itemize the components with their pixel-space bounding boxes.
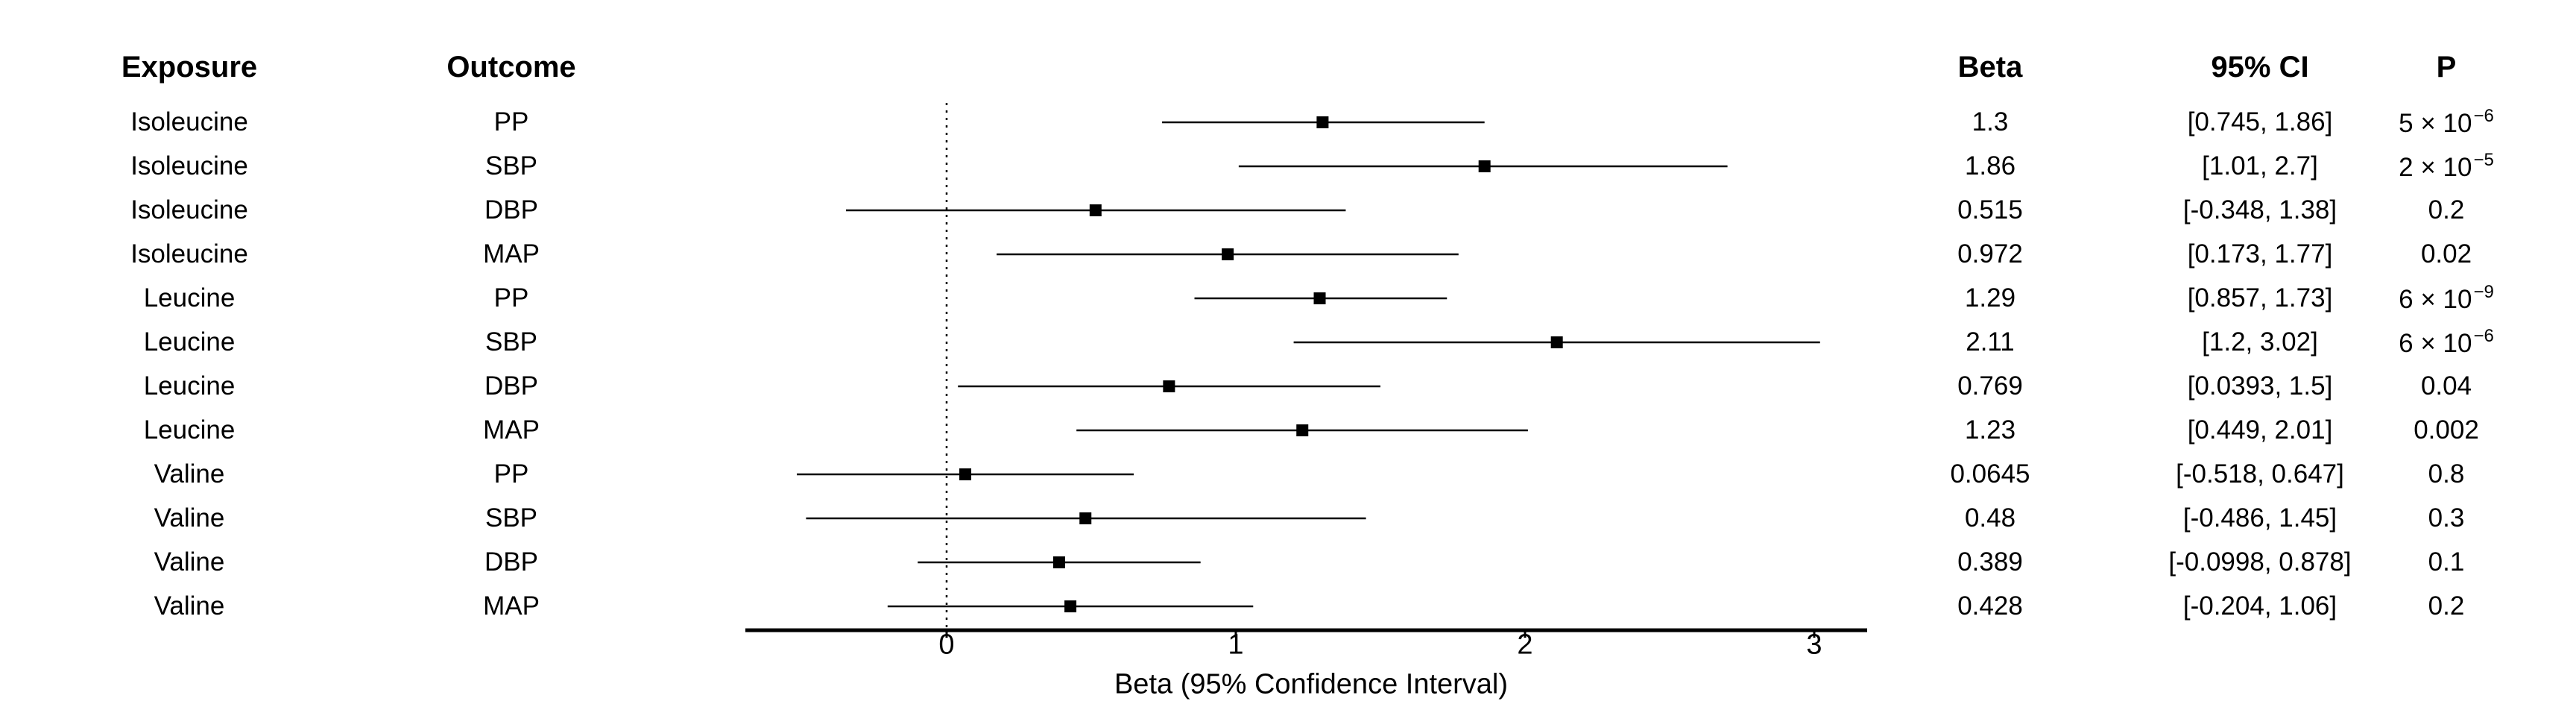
row-p-value: 0.02 — [2421, 239, 2472, 269]
row-outcome: MAP — [483, 239, 540, 268]
row-p-value: 0.04 — [2421, 371, 2472, 401]
row-outcome: MAP — [483, 415, 540, 445]
beta-point — [1052, 556, 1065, 568]
row-exposure: Valine — [154, 591, 225, 621]
row-p-value: 0.8 — [2428, 459, 2465, 489]
row-beta: 1.29 — [1964, 283, 2016, 313]
row-p-value: 6 × 10−6 — [2399, 326, 2494, 359]
row-exposure: Valine — [154, 503, 225, 533]
row-ci: [0.857, 1.73] — [2187, 283, 2333, 313]
beta-point — [1222, 248, 1234, 260]
header-p: P — [2436, 51, 2457, 84]
row-exposure: Leucine — [143, 415, 236, 445]
beta-point — [1296, 424, 1309, 436]
p-value-base: 0.04 — [2420, 371, 2472, 401]
row-p-value: 6 × 10−9 — [2399, 282, 2494, 315]
row-outcome: SBP — [484, 327, 538, 357]
row-exposure: Isoleucine — [130, 239, 248, 268]
beta-point — [1163, 380, 1175, 392]
row-ci: [1.01, 2.7] — [2202, 151, 2318, 180]
row-p-value: 2 × 10−5 — [2399, 150, 2494, 183]
p-value-base: 0.2 — [2428, 195, 2465, 224]
row-outcome: PP — [493, 107, 529, 136]
row-ci: [-0.486, 1.45] — [2182, 503, 2337, 533]
row-outcome: DBP — [484, 195, 538, 224]
p-value-base: 0.3 — [2428, 503, 2465, 533]
row-beta: 1.86 — [1964, 151, 2016, 180]
row-ci: [0.0393, 1.5] — [2187, 371, 2333, 401]
row-beta: 0.389 — [1957, 547, 2023, 577]
row-beta: 0.0645 — [1950, 459, 2030, 489]
header-outcome: Outcome — [446, 51, 576, 84]
row-exposure: Valine — [154, 547, 225, 577]
row-outcome: DBP — [484, 371, 538, 401]
beta-point — [1064, 600, 1077, 612]
row-ci: [0.173, 1.77] — [2187, 239, 2333, 268]
row-ci: [0.449, 2.01] — [2187, 415, 2333, 445]
row-outcome: SBP — [484, 503, 538, 533]
beta-point — [1313, 292, 1326, 304]
row-exposure: Isoleucine — [130, 151, 248, 180]
row-beta: 0.972 — [1957, 239, 2023, 268]
x-tick-label: 2 — [1517, 629, 1533, 661]
row-beta: 1.3 — [1972, 107, 2009, 136]
beta-point — [959, 468, 972, 480]
row-p-value: 0.2 — [2428, 591, 2465, 621]
row-beta: 1.23 — [1964, 415, 2016, 445]
p-value-base: 0.8 — [2428, 459, 2465, 489]
p-value-base: 6 × 10 — [2399, 329, 2472, 358]
row-outcome: DBP — [484, 547, 538, 577]
beta-point — [1550, 336, 1563, 348]
beta-point — [1316, 116, 1329, 128]
row-ci: [0.745, 1.86] — [2187, 107, 2333, 136]
p-value-base: 2 × 10 — [2399, 153, 2472, 182]
p-value-base: 0.2 — [2428, 591, 2465, 621]
beta-point — [1089, 204, 1102, 216]
row-beta: 2.11 — [1966, 327, 2015, 357]
row-exposure: Isoleucine — [130, 107, 248, 136]
header-ci: 95% CI — [2211, 51, 2309, 84]
x-tick-label: 1 — [1228, 629, 1244, 661]
header-exposure: Exposure — [121, 51, 258, 84]
row-ci: [1.2, 3.02] — [2202, 327, 2318, 357]
row-exposure: Isoleucine — [130, 195, 248, 224]
beta-point — [1478, 160, 1491, 172]
row-beta: 0.48 — [1964, 503, 2016, 533]
row-exposure: Leucine — [143, 283, 236, 313]
row-outcome: SBP — [484, 151, 538, 180]
p-value-base: 0.1 — [2428, 547, 2465, 577]
p-value-base: 0.02 — [2420, 239, 2472, 268]
p-value-base: 0.002 — [2414, 415, 2479, 445]
row-exposure: Leucine — [143, 371, 236, 401]
p-value-base: 6 × 10 — [2399, 285, 2472, 314]
x-axis-label: Beta (95% Confidence Interval) — [1114, 668, 1509, 700]
row-outcome: PP — [493, 283, 529, 313]
x-tick-label: 3 — [1806, 629, 1822, 661]
row-outcome: PP — [493, 459, 529, 489]
row-exposure: Valine — [154, 459, 225, 489]
row-exposure: Leucine — [143, 327, 236, 357]
row-p-value: 5 × 10−6 — [2399, 106, 2494, 139]
row-p-value: 0.1 — [2428, 547, 2465, 577]
row-ci: [-0.518, 0.647] — [2176, 459, 2344, 489]
beta-point — [1079, 512, 1092, 524]
row-beta: 0.428 — [1957, 591, 2023, 621]
p-value-base: 5 × 10 — [2399, 109, 2472, 138]
p-value-exponent: −9 — [2473, 282, 2494, 302]
row-p-value: 0.2 — [2428, 195, 2465, 225]
row-p-value: 0.002 — [2414, 415, 2479, 445]
row-beta: 0.515 — [1957, 195, 2023, 224]
row-ci: [-0.204, 1.06] — [2182, 591, 2337, 621]
p-value-exponent: −5 — [2473, 150, 2494, 170]
row-ci: [-0.0998, 0.878] — [2168, 547, 2352, 577]
header-beta: Beta — [1957, 51, 2023, 84]
x-tick-label: 0 — [938, 629, 955, 661]
row-ci: [-0.348, 1.38] — [2182, 195, 2337, 224]
p-value-exponent: −6 — [2473, 326, 2494, 346]
row-p-value: 0.3 — [2428, 503, 2465, 533]
row-outcome: MAP — [483, 591, 540, 621]
p-value-exponent: −6 — [2473, 106, 2494, 126]
row-beta: 0.769 — [1957, 371, 2023, 401]
